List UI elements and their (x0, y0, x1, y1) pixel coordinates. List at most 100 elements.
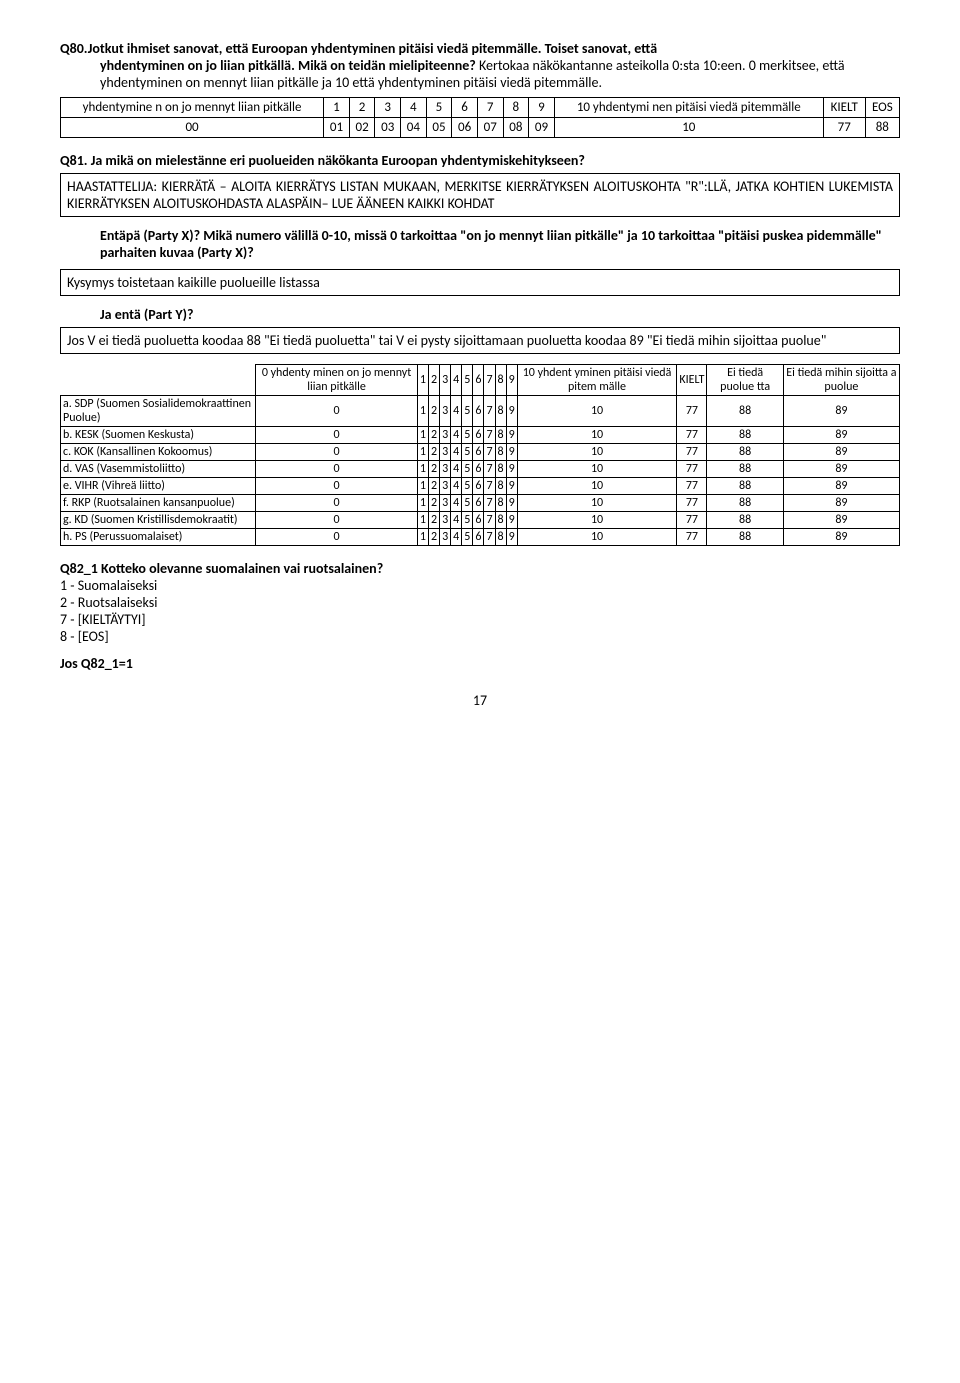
scale-cell: 1 (417, 495, 428, 512)
scale-cell: 3 (440, 529, 451, 546)
scale-cell: 0 (256, 512, 418, 529)
scale-cell: 77 (677, 512, 707, 529)
scale-cell: 88 (707, 427, 783, 444)
scale-cell: 3 (440, 478, 451, 495)
scale-cell: 88 (707, 529, 783, 546)
party-label: f. RKP (Ruotsalainen kansanpuolue) (61, 495, 256, 512)
scale-cell: 77 (677, 495, 707, 512)
scale-cell: 6 (473, 478, 484, 495)
scale-cell: 6 (473, 512, 484, 529)
scale-cell: 6 (473, 396, 484, 427)
scale-cell: 9 (506, 478, 517, 495)
scale-cell: 5 (462, 495, 473, 512)
q80-title-line2: yhdentyminen on jo liian pitkällä. Mikä … (100, 57, 900, 91)
scale-cell: 7 (484, 495, 495, 512)
scale-cell: 4 (451, 478, 462, 495)
scale-cell: 10 (517, 495, 677, 512)
scale-cell: 2 (428, 495, 439, 512)
scale-cell: 89 (783, 461, 899, 478)
table-row: g. KD (Suomen Kristillisdemokraatit)0123… (61, 512, 900, 529)
scale-cell: 9 (506, 529, 517, 546)
scale-cell: 10 (517, 461, 677, 478)
scale-cell: 89 (783, 444, 899, 461)
q80-right-label: 10 yhdentymi nen pitäisi viedä pitemmäll… (554, 98, 823, 118)
scale-cell: 89 (783, 495, 899, 512)
party-label: b. KESK (Suomen Keskusta) (61, 427, 256, 444)
scale-cell: 6 (473, 495, 484, 512)
scale-cell: 8 (495, 444, 506, 461)
scale-cell: 9 (506, 495, 517, 512)
scale-cell: 10 (517, 427, 677, 444)
scale-cell: 5 (462, 396, 473, 427)
scale-cell: 88 (707, 495, 783, 512)
scale-cell: 3 (440, 396, 451, 427)
scale-cell: 88 (707, 444, 783, 461)
scale-cell: 88 (707, 478, 783, 495)
scale-cell: 77 (677, 529, 707, 546)
scale-cell: 2 (428, 427, 439, 444)
scale-cell: 4 (451, 396, 462, 427)
scale-cell: 2 (428, 478, 439, 495)
scale-cell: 0 (256, 529, 418, 546)
scale-cell: 4 (451, 512, 462, 529)
scale-cell: 5 (462, 478, 473, 495)
table-row: e. VIHR (Vihreä liitto)01234567891077888… (61, 478, 900, 495)
scale-cell: 3 (440, 461, 451, 478)
scale-cell: 1 (417, 444, 428, 461)
party-label: c. KOK (Kansallinen Kokoomus) (61, 444, 256, 461)
party-label: a. SDP (Suomen Sosialidemokraattinen Puo… (61, 396, 256, 427)
scale-cell: 1 (417, 427, 428, 444)
scale-cell: 88 (707, 461, 783, 478)
q82-opt4: 8 - [EOS] (60, 628, 900, 645)
scale-cell: 2 (428, 396, 439, 427)
scale-cell: 10 (517, 444, 677, 461)
scale-cell: 8 (495, 512, 506, 529)
q81-repeat-box: Kysymys toistetaan kaikille puolueille l… (60, 269, 900, 296)
scale-cell: 1 (417, 529, 428, 546)
scale-cell: 8 (495, 396, 506, 427)
scale-cell: 3 (440, 444, 451, 461)
scale-cell: 0 (256, 495, 418, 512)
scale-cell: 6 (473, 427, 484, 444)
table-row: a. SDP (Suomen Sosialidemokraattinen Puo… (61, 396, 900, 427)
scale-cell: 8 (495, 478, 506, 495)
scale-cell: 4 (451, 444, 462, 461)
q82-opt2: 2 - Ruotsalaiseksi (60, 594, 900, 611)
party-label: g. KD (Suomen Kristillisdemokraatit) (61, 512, 256, 529)
scale-cell: 7 (484, 461, 495, 478)
scale-cell: 89 (783, 396, 899, 427)
scale-cell: 1 (417, 461, 428, 478)
scale-cell: 1 (417, 478, 428, 495)
q82-opt1: 1 - Suomalaiseksi (60, 577, 900, 594)
scale-cell: 5 (462, 444, 473, 461)
scale-cell: 5 (462, 427, 473, 444)
scale-cell: 10 (517, 478, 677, 495)
party-label: d. VAS (Vasemmistoliitto) (61, 461, 256, 478)
scale-cell: 89 (783, 478, 899, 495)
q80-row-codes: 00 01 02 03 04 05 06 07 08 09 10 77 88 (61, 118, 900, 138)
q81-title: Q81. Ja mikä on mielestänne eri puolueid… (60, 152, 900, 169)
table-row: c. KOK (Kansallinen Kokoomus)01234567891… (61, 444, 900, 461)
scale-cell: 9 (506, 444, 517, 461)
q81-section: Q81. Ja mikä on mielestänne eri puolueid… (60, 152, 900, 546)
scale-cell: 1 (417, 396, 428, 427)
scale-cell: 89 (783, 512, 899, 529)
scale-cell: 1 (417, 512, 428, 529)
scale-cell: 7 (484, 444, 495, 461)
q81-instruction-box: HAASTATTELIJA: KIERRÄTÄ – ALOITA KIERRÄT… (60, 173, 900, 217)
scale-cell: 3 (440, 512, 451, 529)
q81-coding-box: Jos V ei tiedä puoluetta koodaa 88 "Ei t… (60, 327, 900, 354)
scale-cell: 7 (484, 512, 495, 529)
table-row: h. PS (Perussuomalaiset)0123456789107788… (61, 529, 900, 546)
scale-cell: 2 (428, 461, 439, 478)
scale-cell: 77 (677, 396, 707, 427)
scale-cell: 8 (495, 461, 506, 478)
table-row: d. VAS (Vasemmistoliitto)012345678910778… (61, 461, 900, 478)
q81-header-row: 0 yhdenty minen on jo mennyt liian pitkä… (61, 365, 900, 396)
party-label: h. PS (Perussuomalaiset) (61, 529, 256, 546)
q82-section: Q82_1 Kotteko olevanne suomalainen vai r… (60, 560, 900, 672)
scale-cell: 0 (256, 396, 418, 427)
scale-cell: 77 (677, 444, 707, 461)
scale-cell: 10 (517, 512, 677, 529)
scale-cell: 4 (451, 495, 462, 512)
